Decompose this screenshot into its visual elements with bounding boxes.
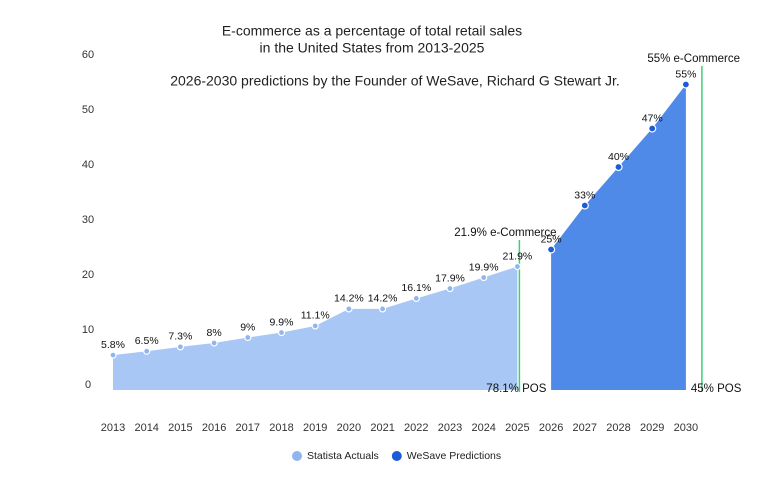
x-tick-label: 2016: [202, 422, 226, 434]
x-tick-label: 2028: [606, 422, 630, 434]
x-tick-label: 2013: [101, 422, 125, 434]
data-label: 21.9%: [503, 250, 533, 262]
data-label: 9%: [240, 321, 255, 333]
data-label: 47%: [642, 112, 663, 124]
data-label: 19.9%: [469, 261, 499, 273]
marker: [143, 347, 151, 355]
data-label: 6.5%: [135, 335, 159, 347]
data-label: 55%: [675, 68, 696, 80]
x-tick-label: 2022: [404, 422, 428, 434]
marker: [176, 343, 184, 351]
y-tick-label: 60: [82, 49, 94, 61]
marker: [614, 162, 623, 172]
marker: [648, 124, 657, 133]
chart-title: E-commerce as a percentage of total reta…: [222, 23, 522, 39]
x-tick-label: 2015: [168, 422, 192, 434]
annotation: 21.9% e-Commerce: [454, 227, 556, 239]
chart-title: in the United States from 2013-2025: [260, 40, 485, 56]
x-tick-label: 2023: [438, 422, 462, 434]
x-tick-label: 2024: [471, 422, 495, 434]
x-tick-label: 2027: [573, 422, 597, 434]
x-tick-label: 2019: [303, 422, 327, 434]
marker: [412, 294, 420, 303]
annotation: 78.1% POS: [486, 383, 546, 395]
marker: [480, 273, 488, 282]
marker: [513, 262, 522, 271]
y-tick-label: 30: [82, 214, 94, 226]
marker: [345, 305, 353, 313]
data-label: 17.9%: [435, 272, 465, 284]
x-tick-label: 2017: [236, 422, 260, 434]
y-tick-label: 40: [82, 159, 94, 171]
y-tick-label: 10: [82, 324, 94, 336]
annotation: 45% POS: [691, 383, 742, 395]
x-tick-label: 2014: [134, 422, 158, 434]
marker: [580, 201, 589, 210]
data-label: 40%: [608, 151, 629, 163]
x-tick-label: 2021: [370, 422, 394, 434]
data-label: 11.1%: [301, 310, 330, 322]
x-tick-label: 2030: [674, 422, 698, 434]
y-tick-label: 0: [85, 379, 91, 391]
data-label: 14.2%: [334, 293, 364, 305]
area: [551, 84, 686, 390]
data-label: 14.2%: [368, 293, 398, 305]
marker: [379, 305, 387, 313]
marker: [311, 322, 319, 330]
data-label: 8%: [207, 327, 222, 339]
y-tick-label: 50: [82, 104, 94, 116]
data-label: 5.8%: [101, 339, 125, 351]
chart-subtitle: 2026-2030 predictions by the Founder of …: [170, 73, 620, 89]
marker: [546, 245, 556, 254]
marker: [446, 284, 454, 293]
x-tick-label: 2018: [269, 422, 293, 434]
legend-label: WeSave Predictions: [407, 450, 501, 462]
legend-marker: [391, 451, 402, 461]
data-label: 25%: [541, 233, 562, 245]
legend-marker: [292, 451, 302, 461]
data-label: 9.9%: [270, 316, 294, 328]
marker: [681, 80, 691, 89]
x-tick-label: 2025: [505, 422, 529, 434]
x-tick-label: 2020: [337, 422, 361, 434]
marker: [244, 333, 252, 342]
marker: [277, 328, 286, 337]
data-label: 7.3%: [168, 331, 192, 343]
y-tick-label: 20: [82, 269, 94, 281]
x-tick-label: 2026: [539, 422, 563, 434]
legend-label: Statista Actuals: [307, 450, 379, 462]
x-tick-label: 2029: [640, 422, 664, 434]
marker: [109, 351, 117, 359]
data-label: 33%: [574, 189, 595, 201]
data-label: 16.1%: [401, 282, 431, 294]
annotation: 55% e-Commerce: [647, 53, 740, 65]
marker: [210, 339, 218, 347]
